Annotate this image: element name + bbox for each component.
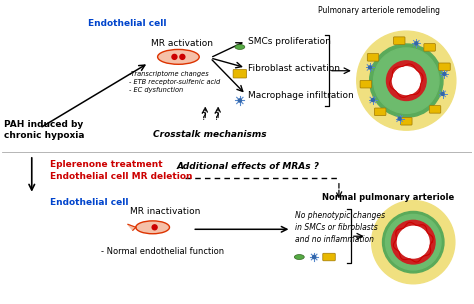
- Circle shape: [374, 48, 439, 113]
- Circle shape: [172, 54, 177, 59]
- Text: SMCs proliferation: SMCs proliferation: [248, 37, 331, 46]
- Text: ?  ?: ? ?: [201, 112, 219, 123]
- Text: Eplerenone treatment: Eplerenone treatment: [50, 160, 162, 169]
- Text: Normal pulmonary arteriole: Normal pulmonary arteriole: [322, 193, 455, 202]
- Circle shape: [392, 220, 435, 264]
- Ellipse shape: [294, 254, 304, 260]
- Circle shape: [397, 226, 429, 258]
- Circle shape: [152, 225, 157, 230]
- Text: Crosstalk mechanisms: Crosstalk mechanisms: [153, 130, 267, 139]
- FancyBboxPatch shape: [323, 253, 335, 261]
- Circle shape: [312, 255, 316, 259]
- Ellipse shape: [235, 44, 245, 50]
- Text: Macrophage infiltration: Macrophage infiltration: [248, 91, 354, 100]
- Text: Endothelial cell MR deletion: Endothelial cell MR deletion: [50, 172, 192, 181]
- Circle shape: [370, 44, 443, 117]
- Text: Additional effects of MRAs ?: Additional effects of MRAs ?: [176, 162, 319, 171]
- Circle shape: [398, 117, 401, 120]
- FancyBboxPatch shape: [374, 108, 386, 116]
- Ellipse shape: [136, 221, 170, 234]
- Text: MR inactivation: MR inactivation: [130, 208, 201, 216]
- Circle shape: [368, 66, 372, 69]
- Circle shape: [415, 42, 418, 45]
- Circle shape: [385, 214, 441, 270]
- FancyBboxPatch shape: [429, 105, 441, 113]
- Circle shape: [371, 98, 374, 102]
- Circle shape: [392, 67, 420, 95]
- Circle shape: [238, 99, 241, 102]
- Ellipse shape: [157, 50, 199, 64]
- Polygon shape: [128, 224, 136, 230]
- FancyBboxPatch shape: [401, 118, 412, 125]
- Circle shape: [441, 92, 444, 95]
- Text: MR activation: MR activation: [151, 39, 213, 48]
- Text: Fibroblast activation: Fibroblast activation: [248, 64, 340, 73]
- FancyBboxPatch shape: [233, 69, 246, 78]
- Text: -Transcriptome changes
- ETB receptor-sulfenic acid
- EC dysfunction: -Transcriptome changes - ETB receptor-su…: [129, 71, 220, 93]
- Circle shape: [443, 72, 446, 75]
- Text: No phenotypic changes
in SMCs or fibroblasts
and no inflammation: No phenotypic changes in SMCs or fibrobl…: [295, 212, 385, 244]
- Text: Endothelial cell: Endothelial cell: [88, 19, 167, 28]
- Text: - Normal endothelial function: - Normal endothelial function: [101, 247, 224, 256]
- FancyBboxPatch shape: [424, 43, 435, 51]
- Circle shape: [386, 61, 426, 101]
- Circle shape: [383, 212, 444, 273]
- Text: Pulmonary arteriole remodeling: Pulmonary arteriole remodeling: [318, 6, 439, 15]
- FancyBboxPatch shape: [393, 37, 405, 44]
- Circle shape: [372, 201, 455, 284]
- Circle shape: [180, 54, 185, 59]
- Text: PAH induced by
chronic hypoxia: PAH induced by chronic hypoxia: [4, 120, 84, 140]
- Circle shape: [357, 31, 456, 130]
- FancyBboxPatch shape: [439, 63, 450, 71]
- Text: Endothelial cell: Endothelial cell: [50, 198, 128, 207]
- FancyBboxPatch shape: [367, 54, 379, 61]
- FancyBboxPatch shape: [360, 81, 372, 88]
